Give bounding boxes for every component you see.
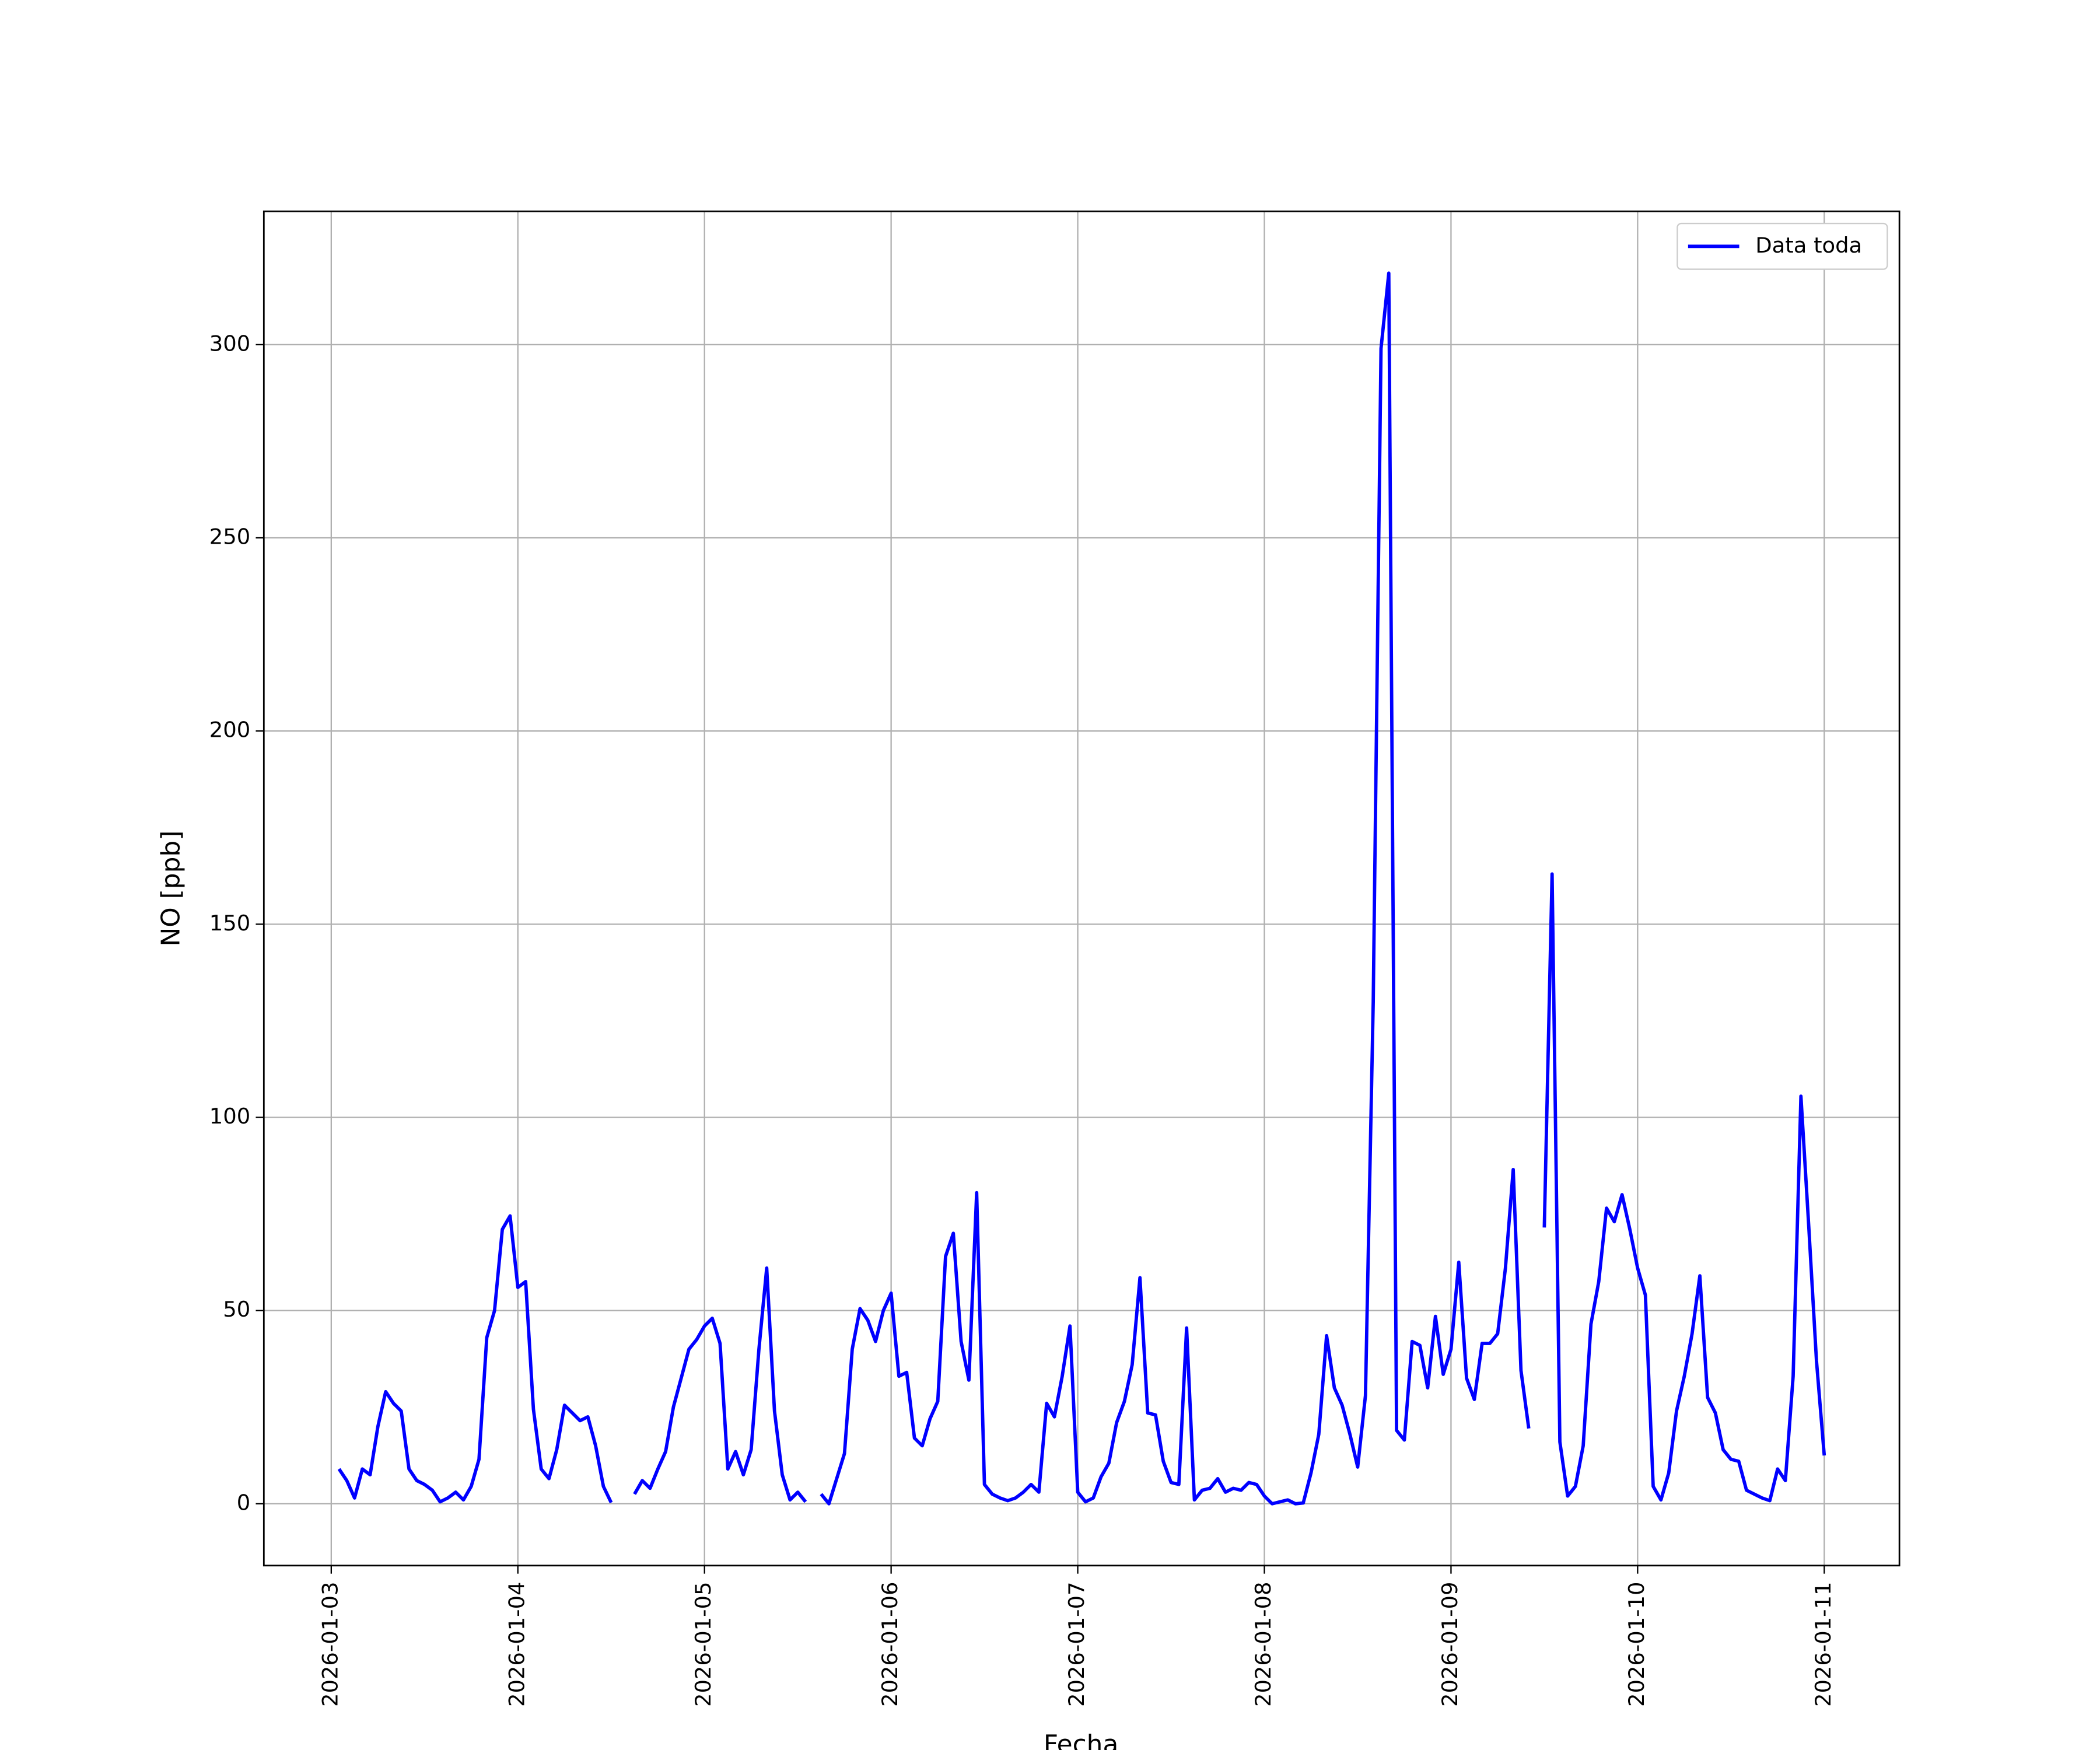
y-tick-label: 200	[209, 718, 250, 743]
x-tick-label: 2026-01-07	[1064, 1582, 1089, 1707]
y-tick-label: 250	[209, 524, 250, 549]
y-tick-label: 150	[209, 911, 250, 936]
y-axis-label: NO [ppb]	[156, 831, 186, 947]
x-tick-label: 2026-01-04	[504, 1582, 529, 1707]
x-tick-label: 2026-01-09	[1437, 1582, 1462, 1707]
x-tick-label: 2026-01-05	[691, 1582, 716, 1707]
legend: Data toda	[1676, 222, 1888, 270]
x-tick-label: 2026-01-03	[317, 1582, 342, 1707]
data-line	[337, 271, 1826, 1506]
legend-label: Data toda	[1755, 233, 1862, 258]
y-tick-label: 50	[223, 1297, 250, 1322]
legend-box	[1676, 222, 1888, 270]
y-tick-label: 0	[237, 1490, 250, 1515]
plot-frame	[262, 210, 1901, 1567]
x-tick-label: 2026-01-08	[1251, 1582, 1276, 1707]
y-tick-label: 300	[209, 331, 250, 356]
x-tick-label: 2026-01-11	[1811, 1582, 1836, 1707]
x-axis-label: Fecha	[1044, 1730, 1119, 1750]
x-tick-label: 2026-01-06	[877, 1582, 902, 1707]
y-tick-label: 100	[209, 1104, 250, 1129]
x-tick-label: 2026-01-10	[1624, 1582, 1649, 1707]
